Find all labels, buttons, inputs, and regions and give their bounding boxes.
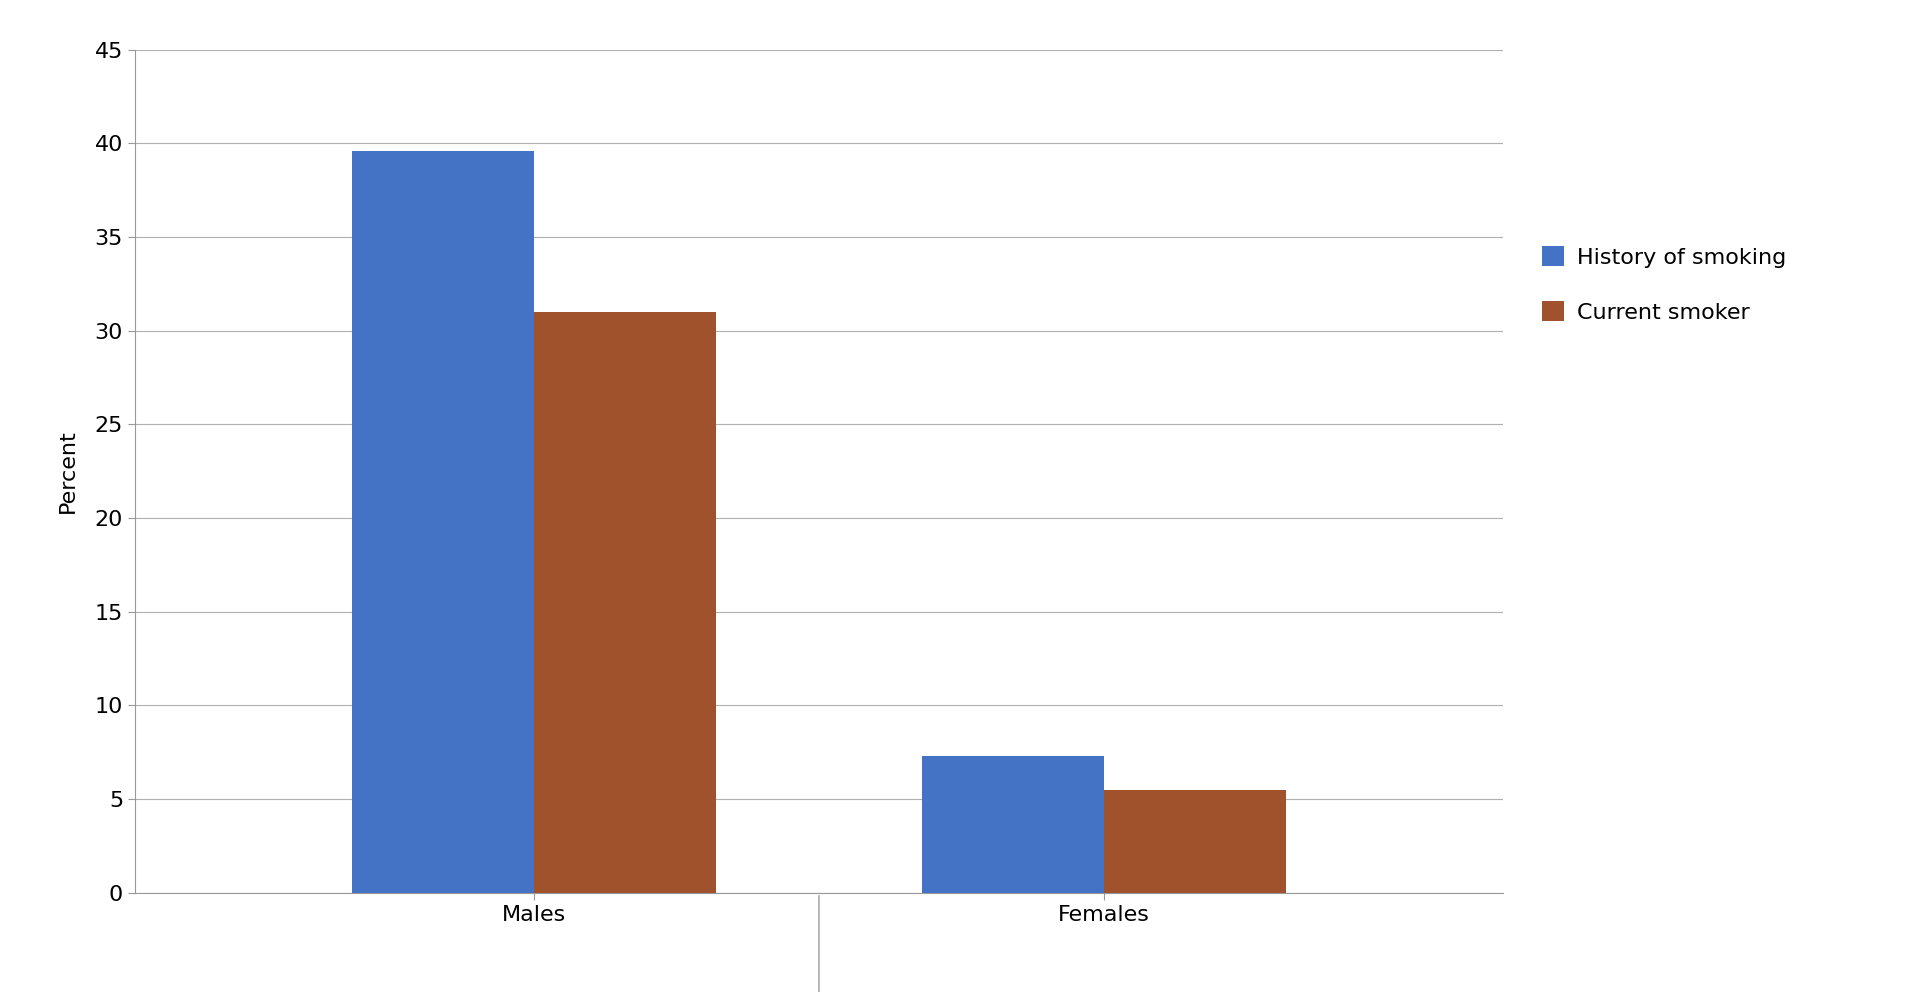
Bar	[351, 151, 534, 893]
Bar	[1104, 790, 1287, 893]
Legend: History of smoking, Current smoker: History of smoking, Current smoker	[1542, 246, 1786, 322]
Y-axis label: Percent: Percent	[58, 430, 77, 513]
Bar	[921, 756, 1104, 893]
Bar	[534, 311, 717, 893]
